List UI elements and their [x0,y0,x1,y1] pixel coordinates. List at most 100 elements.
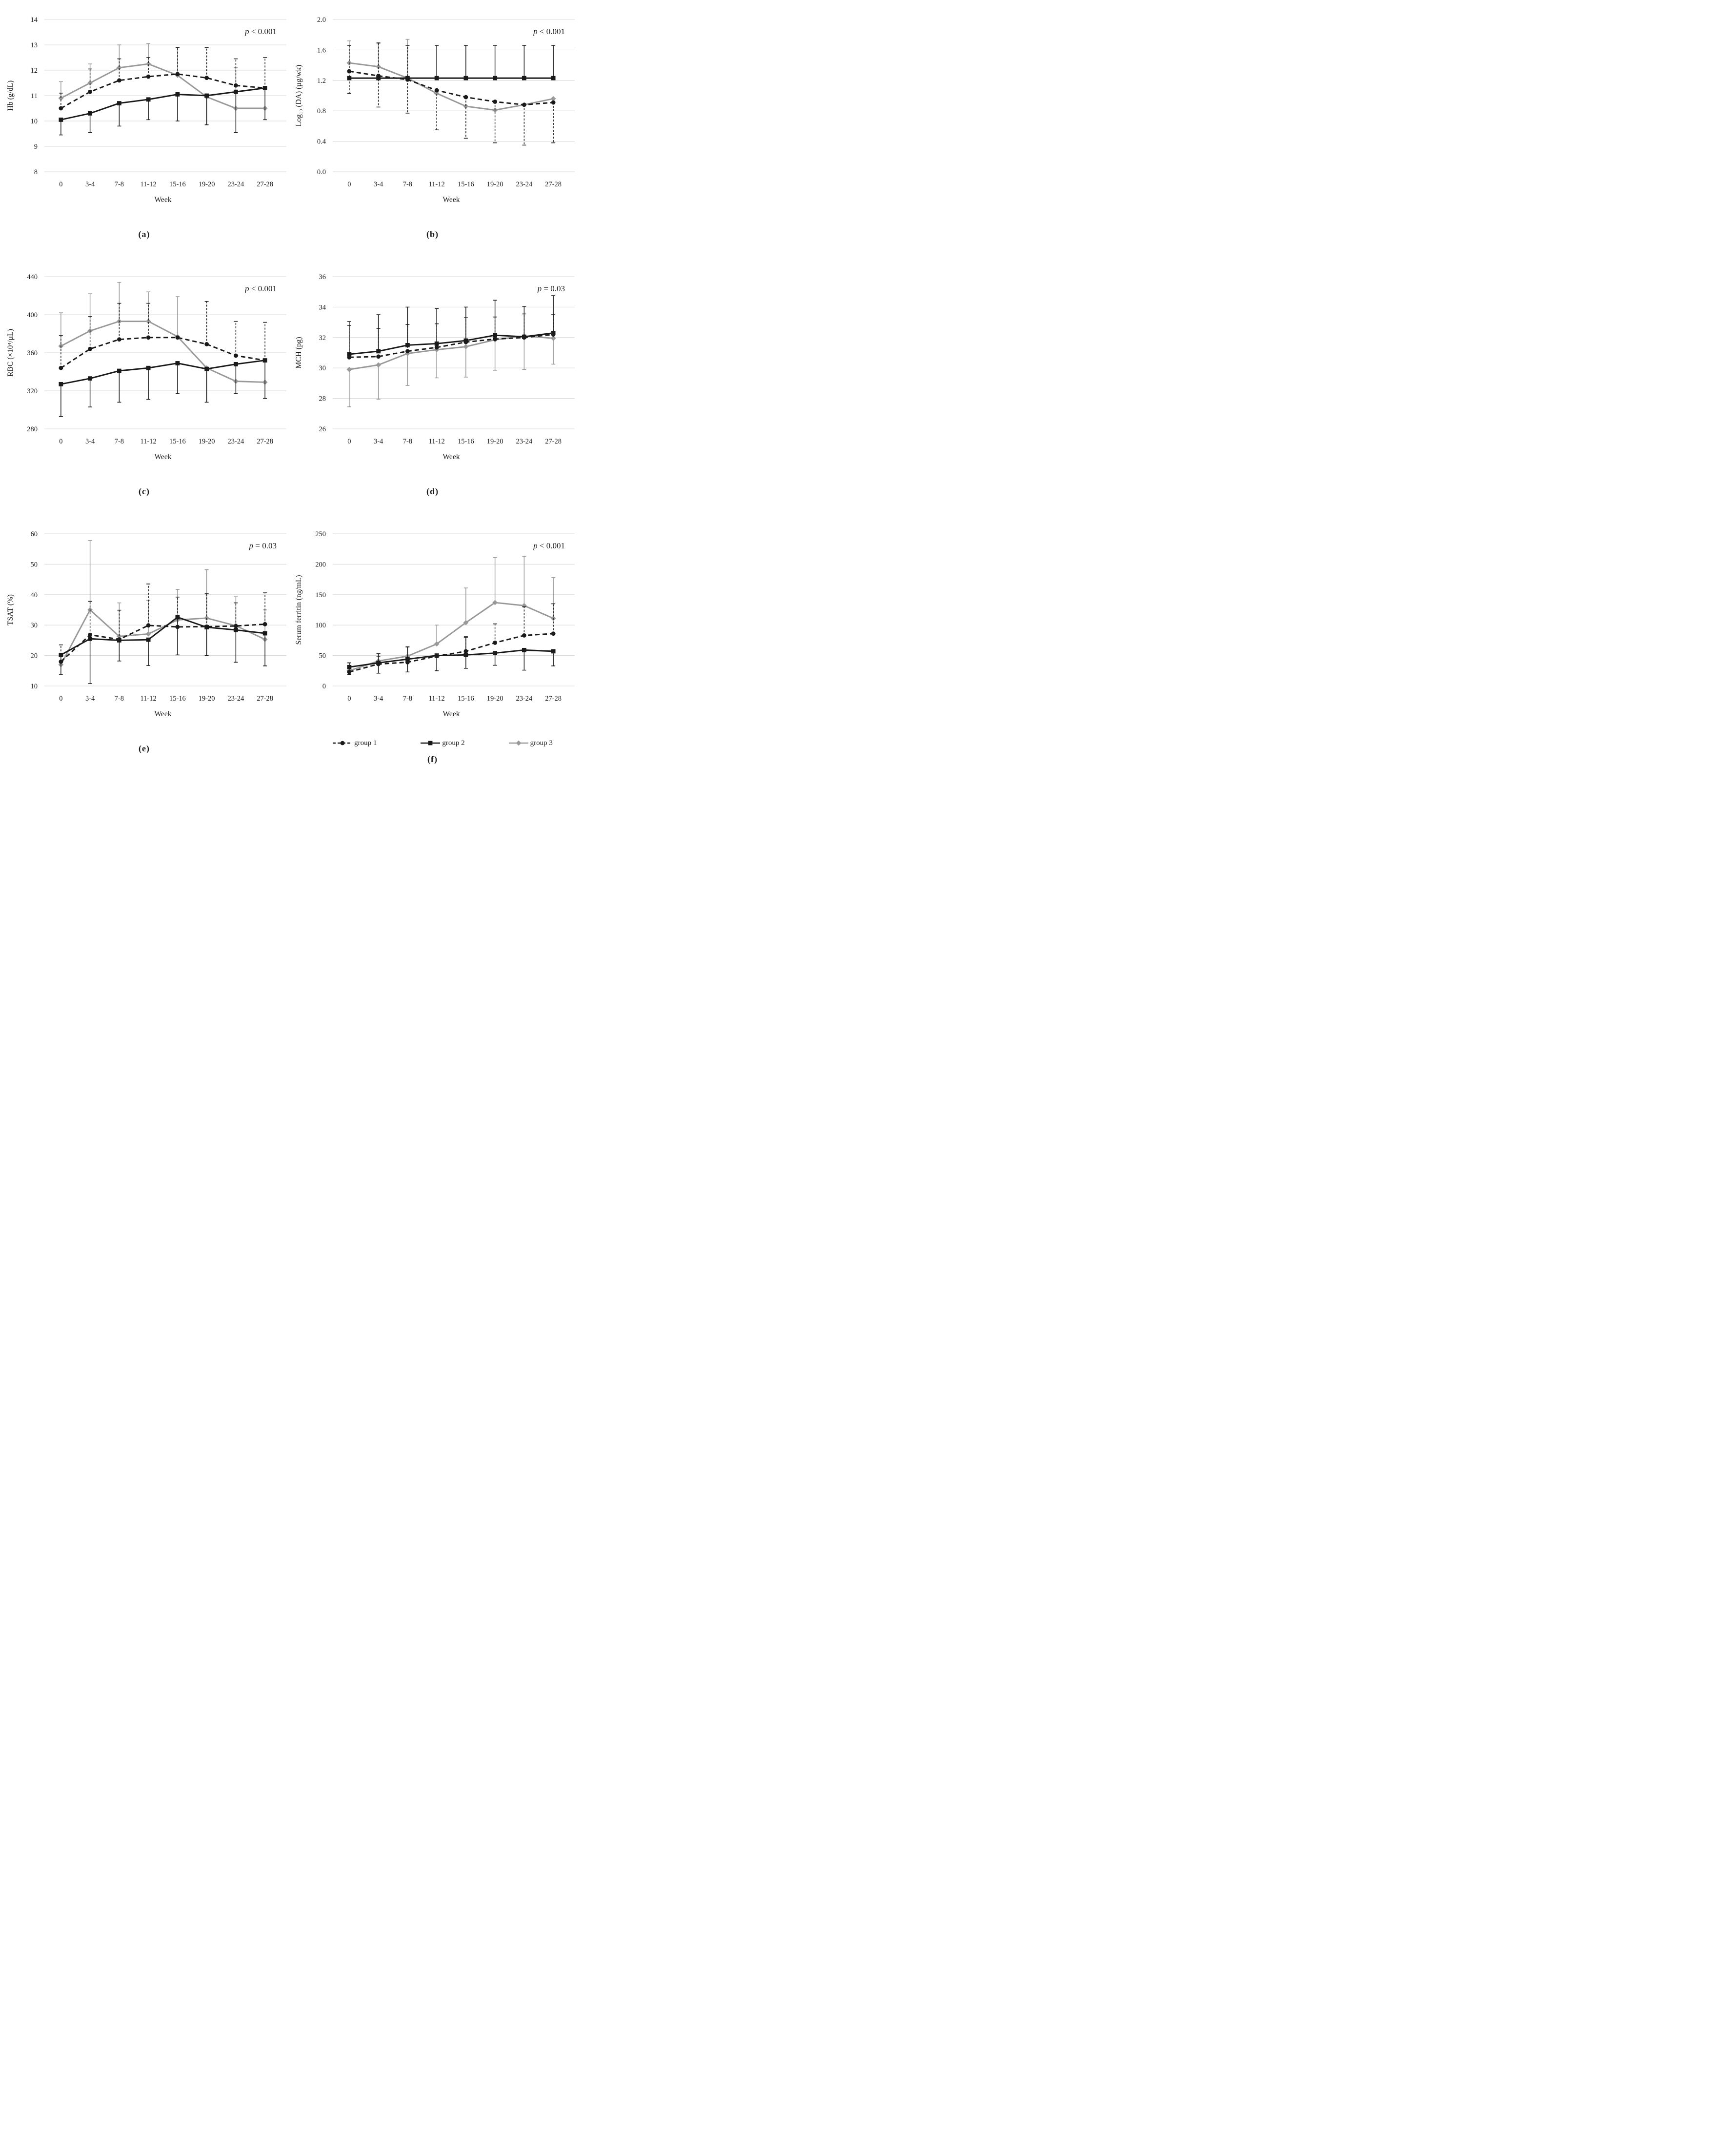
panel-caption-b: (b) [426,229,439,239]
chart-hb: 8 9 10 11 12 13 14 0 3-4 7-8 11-12 15-16 19-20 23-24 2… [6,16,286,204]
svg-text:RBC (×10⁴/µL): RBC (×10⁴/µL) [6,329,15,377]
chart-mch: 26 28 30 32 34 36 0 3-4 7-8 11-12 15-16 19-20 23-24 2… [295,273,575,461]
panel-caption-f: (f) [427,754,438,764]
panel-e: 10 20 30 40 50 60 0 3-4 7-8 11-12 15-16 19-20 23-24 2… [6,525,286,777]
svg-text:19-20: 19-20 [487,181,503,188]
svg-text:200: 200 [315,561,326,568]
svg-text:27-28: 27-28 [257,181,273,188]
svg-text:9: 9 [34,143,38,151]
svg-text:3-4: 3-4 [374,695,383,703]
svg-text:p < 0.001: p < 0.001 [244,284,277,293]
svg-text:11-12: 11-12 [140,438,156,445]
svg-text:36: 36 [319,273,326,281]
svg-text:7-8: 7-8 [403,438,412,445]
svg-text:Week: Week [155,710,172,718]
panel-caption-e: (e) [139,744,150,753]
svg-text:40: 40 [31,591,38,599]
svg-text:150: 150 [315,591,326,599]
svg-text:23-24: 23-24 [516,438,533,445]
svg-text:1.6: 1.6 [317,46,326,54]
panel-b: 0.0 0.4 0.8 1.2 1.6 2.0 0 3-4 7-8 11-12 15-16 19-20… [295,11,575,252]
svg-text:12: 12 [31,67,38,75]
svg-text:15-16: 15-16 [458,438,474,445]
svg-text:100: 100 [315,622,326,629]
svg-text:Week: Week [443,196,460,204]
chart-rbc: 280 320 360 400 440 0 3-4 7-8 11-12 15-16 19-20 23-… [6,273,286,461]
svg-text:440: 440 [27,273,38,281]
svg-text:3-4: 3-4 [374,181,383,188]
panel-caption-d: (d) [426,486,439,496]
svg-text:15-16: 15-16 [169,181,186,188]
svg-text:14: 14 [31,16,38,24]
chart-log-da: 0.0 0.4 0.8 1.2 1.6 2.0 0 3-4 7-8 11-12 15-16 19-20… [295,16,575,204]
svg-text:p = 0.03: p = 0.03 [537,284,565,293]
svg-text:19-20: 19-20 [487,695,503,703]
svg-text:23-24: 23-24 [227,695,244,703]
svg-text:15-16: 15-16 [169,695,186,703]
multi-panel-figure: 8 9 10 11 12 13 14 0 3-4 7-8 11-12 15-16 19-20 23-24 2… [0,0,577,785]
svg-text:0: 0 [347,438,351,445]
svg-text:3-4: 3-4 [85,438,95,445]
svg-text:p < 0.001: p < 0.001 [533,541,565,550]
svg-text:19-20: 19-20 [199,695,215,703]
svg-text:11-12: 11-12 [428,181,444,188]
panel-c: 280 320 360 400 440 0 3-4 7-8 11-12 15-16 19-20 23-… [6,268,286,509]
svg-text:360: 360 [27,349,38,357]
svg-text:15-16: 15-16 [458,695,474,703]
svg-text:0.0: 0.0 [317,168,326,176]
svg-text:7-8: 7-8 [115,695,124,703]
group-3-marker-icon [508,739,529,747]
svg-text:MCH (pg): MCH (pg) [295,337,303,368]
svg-text:23-24: 23-24 [227,438,244,445]
svg-text:Week: Week [443,710,460,718]
svg-text:Hb (g/dL): Hb (g/dL) [6,81,15,111]
svg-text:280: 280 [27,425,38,433]
svg-text:Log₁₀ (DA) (µg/wk): Log₁₀ (DA) (µg/wk) [295,65,303,127]
svg-text:11-12: 11-12 [140,181,156,188]
svg-text:Week: Week [155,196,172,204]
svg-text:10: 10 [31,683,38,690]
svg-text:20: 20 [31,652,38,660]
svg-text:320: 320 [27,387,38,395]
chart-tsat: 10 20 30 40 50 60 0 3-4 7-8 11-12 15-16 19-20 23-24 2… [6,530,286,718]
legend-item-group-2: group 2 [420,739,465,747]
svg-text:0.4: 0.4 [317,138,326,146]
panel-a: 8 9 10 11 12 13 14 0 3-4 7-8 11-12 15-16 19-20 23-24 2… [6,11,286,252]
svg-text:11: 11 [31,92,38,100]
svg-text:27-28: 27-28 [257,695,273,703]
svg-text:Serum ferritin (ng/mL): Serum ferritin (ng/mL) [295,575,303,645]
svg-text:27-28: 27-28 [545,181,562,188]
svg-text:0: 0 [322,683,326,690]
panel-caption-a: (a) [138,229,150,239]
svg-text:0: 0 [347,181,351,188]
svg-text:7-8: 7-8 [403,695,412,703]
svg-text:10: 10 [31,118,38,125]
svg-text:3-4: 3-4 [85,695,95,703]
svg-text:p < 0.001: p < 0.001 [533,27,565,36]
svg-text:28: 28 [319,395,326,403]
svg-text:32: 32 [319,334,326,342]
svg-text:11-12: 11-12 [428,695,444,703]
svg-text:50: 50 [31,561,38,568]
group-2-marker-icon [420,739,441,747]
svg-text:27-28: 27-28 [545,438,562,445]
svg-text:19-20: 19-20 [487,438,503,445]
svg-text:11-12: 11-12 [428,438,444,445]
svg-text:7-8: 7-8 [403,181,412,188]
svg-text:p < 0.001: p < 0.001 [244,27,277,36]
svg-text:27-28: 27-28 [257,438,273,445]
chart-serum-ferritin: 0 50 100 150 200 250 0 3-4 7-8 11-12 15-16 19-20 23-… [295,530,575,718]
svg-text:7-8: 7-8 [115,181,124,188]
svg-text:p = 0.03: p = 0.03 [249,541,277,550]
svg-text:0: 0 [59,438,62,445]
svg-text:30: 30 [319,364,326,372]
svg-text:7-8: 7-8 [115,438,124,445]
svg-text:0: 0 [347,695,351,703]
svg-text:Week: Week [443,453,460,461]
legend-label-group-2: group 2 [442,739,465,747]
svg-text:0: 0 [59,181,62,188]
svg-text:23-24: 23-24 [516,695,533,703]
legend-label-group-3: group 3 [530,739,553,747]
svg-text:2.0: 2.0 [317,16,326,24]
svg-text:Week: Week [155,453,172,461]
